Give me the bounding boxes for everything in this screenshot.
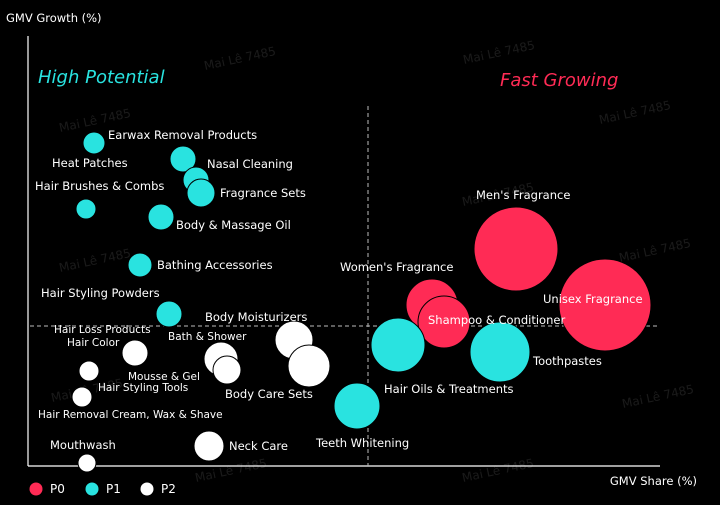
bubble-body-care-sets [287, 344, 331, 388]
point-label: Bath & Shower [168, 331, 247, 343]
quadrant-label-fast-growing: Fast Growing [500, 70, 618, 91]
bubble-nasal-cleaning [169, 145, 197, 173]
bubble-hair-loss-products [78, 360, 100, 382]
point-label: Hair Removal Cream, Wax & Shave [38, 409, 223, 421]
watermark-text: Mai Lê 7485 [621, 382, 695, 411]
watermark-text: Mai Lê 7485 [461, 456, 535, 485]
point-label: Body Care Sets [225, 387, 313, 401]
watermark-text: Mai Lê 7485 [462, 38, 536, 67]
point-label: Bathing Accessories [157, 258, 273, 272]
point-label: Hair Loss Products [54, 324, 151, 336]
bubble-bathing-accessories [127, 252, 153, 278]
bubble-hair-color [121, 339, 149, 367]
bubble-layer [71, 131, 652, 473]
point-label: Hair Brushes & Combs [35, 179, 164, 193]
bubble-earwax-removal-products [82, 131, 106, 155]
point-label: Fragrance Sets [220, 186, 306, 200]
x-axis-title: GMV Share (%) [610, 474, 697, 488]
bubble-unisex-fragrance [558, 258, 652, 352]
bubble-fragrance-sets [186, 178, 216, 208]
point-label: Mousse & Gel [128, 371, 200, 383]
watermark-text: Mai Lê 7485 [618, 236, 692, 265]
point-label: Mouthwash [50, 438, 116, 452]
point-label: Hair Oils & Treatments [384, 382, 514, 396]
bubble-hair-brushes-combs [75, 198, 97, 220]
bubble-men-s-fragrance [473, 206, 559, 292]
legend-swatch-p0 [29, 482, 43, 496]
point-label: Earwax Removal Products [108, 128, 257, 142]
watermark-text: Mai Lê 7485 [598, 98, 672, 127]
point-label: Hair Styling Powders [41, 286, 160, 300]
label-layer: Earwax Removal Products Heat Patches Nasal… [35, 128, 643, 453]
legend-swatch-p2 [140, 482, 154, 496]
point-label: Toothpastes [532, 354, 602, 368]
point-label: Neck Care [229, 439, 288, 453]
point-label: Nasal Cleaning [207, 157, 293, 171]
legend: P0 P1 P2 [29, 482, 176, 496]
point-label: Unisex Fragrance [543, 292, 643, 306]
point-label: Women's Fragrance [340, 260, 453, 274]
bubble-hair-oils-treatments [370, 317, 426, 373]
watermark-text: Mai Lê 7485 [203, 44, 277, 73]
bubble-body-massage-oil [147, 203, 175, 231]
point-label: Heat Patches [52, 156, 128, 170]
point-label: Hair Styling Tools [98, 382, 188, 394]
bubble-shampoo-conditioner [417, 295, 471, 349]
legend-label-p2: P2 [161, 482, 176, 496]
quadrant-label-high-potential: High Potential [38, 67, 165, 88]
point-label: Teeth Whitening [315, 436, 409, 450]
point-label: Body Moisturizers [205, 310, 307, 324]
bubble-teeth-whitening [333, 382, 381, 430]
y-axis-title: GMV Growth (%) [6, 11, 102, 25]
bubble-hair-styling-tools [71, 386, 93, 408]
bubble-mousse-gel [212, 355, 242, 385]
point-label: Men's Fragrance [476, 188, 570, 202]
watermark-text: Mai Lê 7485 [58, 246, 132, 275]
legend-label-p1: P1 [106, 482, 121, 496]
point-label: Hair Color [67, 337, 120, 349]
bubble-neck-care [193, 430, 225, 462]
legend-label-p0: P0 [50, 482, 65, 496]
legend-swatch-p1 [85, 482, 99, 496]
bubble-mouthwash [77, 453, 97, 473]
bubble-hair-styling-powders [155, 300, 183, 328]
point-label: Shampoo & Conditioner [428, 313, 565, 327]
bubble-toothpastes [469, 321, 531, 383]
point-label: Body & Massage Oil [176, 218, 291, 232]
